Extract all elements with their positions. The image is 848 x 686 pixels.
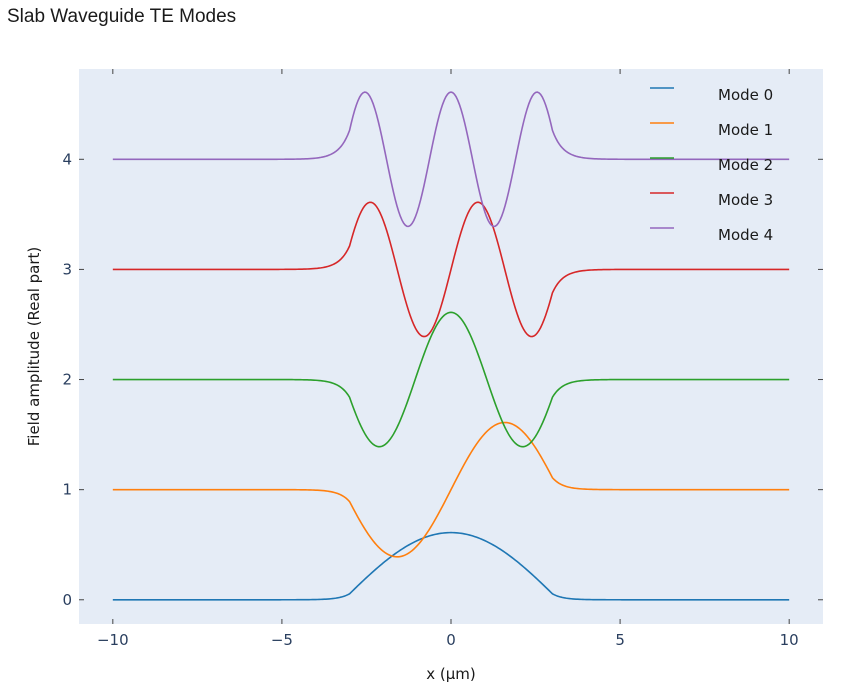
- y-tick-label: 2: [62, 371, 72, 389]
- series-lines: [112, 91, 790, 601]
- series-line-mode-4: [112, 91, 790, 228]
- x-tick-label: −10: [97, 631, 129, 649]
- y-tick-label: 4: [62, 150, 72, 168]
- x-tick-label: −5: [271, 631, 293, 649]
- legend[interactable]: Mode 0 Mode 1 Mode 2 Mode 3 Mode 4: [650, 86, 773, 244]
- x-tick-label: 0: [446, 631, 456, 649]
- plot-background: [79, 69, 823, 624]
- y-tick-label: 3: [62, 260, 72, 278]
- y-tick-label: 1: [62, 481, 72, 499]
- chart-title: Slab Waveguide TE Modes: [7, 6, 237, 27]
- series-line-mode-1: [112, 421, 790, 558]
- series-line-mode-3: [112, 201, 790, 338]
- legend-label: Mode 4: [718, 226, 773, 244]
- legend-label: Mode 2: [718, 156, 773, 174]
- legend-item[interactable]: Mode 2: [650, 156, 773, 174]
- ticks: −10 −5 0 5 10 0 1 2 3 4: [62, 69, 823, 649]
- y-tick-label: 0: [62, 591, 72, 609]
- legend-item[interactable]: Mode 4: [650, 226, 773, 244]
- legend-label: Mode 0: [718, 86, 773, 104]
- legend-label: Mode 3: [718, 191, 773, 209]
- legend-label: Mode 1: [718, 121, 773, 139]
- x-axis-title: x (μm): [426, 665, 476, 683]
- legend-item[interactable]: Mode 3: [650, 191, 773, 209]
- x-tick-label: 10: [780, 631, 799, 649]
- series-line-mode-2: [112, 311, 790, 448]
- x-tick-label: 5: [615, 631, 625, 649]
- series-line-mode-0: [112, 531, 790, 601]
- y-axis-title: Field amplitude (Real part): [25, 247, 43, 447]
- legend-item[interactable]: Mode 0: [650, 86, 773, 104]
- legend-item[interactable]: Mode 1: [650, 121, 773, 139]
